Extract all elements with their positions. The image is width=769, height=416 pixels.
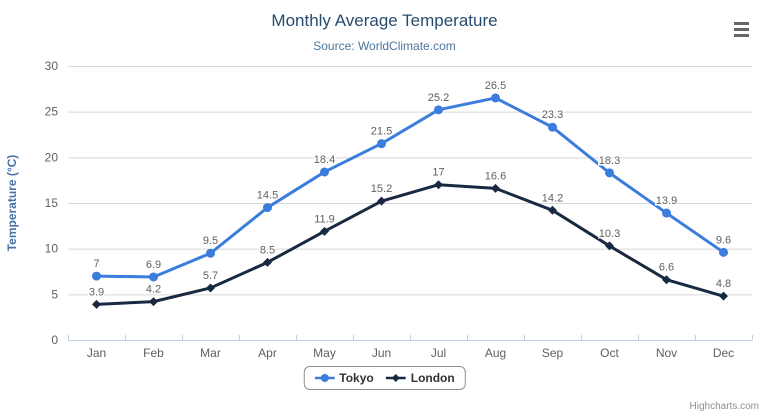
data-label-tokyo: 25.2	[428, 92, 449, 104]
x-axis-tick-label: Nov	[656, 346, 677, 360]
y-axis-tick-label: 25	[45, 105, 59, 119]
data-label-london: 6.6	[659, 262, 674, 274]
x-axis-tick-label: Jul	[431, 346, 446, 360]
data-label-london: 11.9	[314, 213, 335, 225]
data-point-tokyo[interactable]	[719, 247, 728, 257]
data-point-london[interactable]	[206, 283, 215, 293]
data-label-tokyo: 23.3	[542, 109, 563, 121]
diamond-marker-icon	[385, 374, 406, 382]
legend-label: Tokyo	[339, 371, 374, 385]
menu-bar	[734, 28, 749, 31]
x-axis-tick-label: Sep	[542, 346, 564, 360]
data-label-tokyo: 18.3	[599, 155, 620, 167]
data-point-london[interactable]	[263, 257, 272, 267]
data-label-tokyo: 21.5	[371, 126, 392, 138]
data-label-tokyo: 14.5	[257, 190, 278, 202]
chart-title: Monthly Average Temperature	[271, 11, 498, 30]
data-point-london[interactable]	[491, 183, 500, 193]
data-point-tokyo[interactable]	[377, 139, 386, 149]
data-point-tokyo[interactable]	[491, 93, 500, 103]
data-label-tokyo: 9.6	[716, 234, 731, 246]
data-label-london: 15.2	[371, 183, 392, 195]
data-point-london[interactable]	[662, 275, 671, 285]
data-label-london: 17	[432, 167, 444, 179]
x-axis-tick-label: Aug	[485, 346, 506, 360]
data-point-tokyo[interactable]	[149, 272, 158, 282]
y-axis-tick-label: 10	[45, 242, 59, 256]
data-point-london[interactable]	[377, 196, 386, 206]
legend-label: London	[410, 371, 455, 385]
data-point-tokyo[interactable]	[92, 271, 101, 281]
data-label-london: 16.6	[485, 170, 506, 182]
data-label-tokyo: 26.5	[485, 80, 506, 92]
menu-bar	[734, 34, 749, 37]
y-axis-tick-label: 15	[45, 196, 59, 210]
y-axis-tick-label: 5	[51, 287, 58, 301]
data-label-london: 10.3	[599, 228, 620, 240]
x-axis-tick-label: Mar	[200, 346, 221, 360]
data-point-tokyo[interactable]	[206, 248, 215, 258]
legend-item-london[interactable]: London	[385, 371, 455, 385]
x-axis-tick-label: Apr	[258, 346, 277, 360]
menu-bar	[734, 22, 749, 25]
data-point-tokyo[interactable]	[662, 208, 671, 218]
data-point-london[interactable]	[434, 180, 443, 190]
y-axis-tick-label: 0	[51, 333, 58, 347]
data-point-tokyo[interactable]	[434, 105, 443, 115]
data-label-tokyo: 7	[93, 258, 99, 270]
data-point-london[interactable]	[548, 205, 557, 215]
data-point-tokyo[interactable]	[605, 168, 614, 178]
chart-subtitle: Source: WorldClimate.com	[313, 39, 456, 53]
data-point-london[interactable]	[719, 291, 728, 301]
x-axis-tick-label: Dec	[713, 346, 734, 360]
x-axis-tick-label: Oct	[600, 346, 619, 360]
data-point-tokyo[interactable]	[320, 167, 329, 177]
series-line-tokyo	[95, 96, 725, 279]
series-line-london	[95, 183, 725, 306]
y-axis-tick-label: 20	[45, 150, 59, 164]
data-label-london: 8.5	[260, 244, 275, 256]
hamburger-menu-icon[interactable]	[732, 20, 751, 39]
data-label-london: 4.8	[716, 278, 731, 290]
y-axis-title: Temperature (°C)	[5, 155, 19, 252]
data-point-london[interactable]	[605, 241, 614, 251]
data-point-london[interactable]	[320, 226, 329, 236]
x-axis-tick-label: Jun	[372, 346, 391, 360]
legend: Tokyo London	[303, 366, 466, 390]
data-label-tokyo: 18.4	[314, 154, 335, 166]
data-label-london: 4.2	[146, 284, 161, 296]
circle-marker-icon	[314, 374, 335, 382]
x-axis-tick-label: May	[313, 346, 336, 360]
data-label-tokyo: 13.9	[656, 195, 677, 207]
data-label-tokyo: 6.9	[146, 259, 161, 271]
data-label-tokyo: 9.5	[203, 235, 218, 247]
highcharts-credits-link[interactable]: Highcharts.com	[689, 401, 759, 412]
legend-item-tokyo[interactable]: Tokyo	[314, 371, 374, 385]
data-label-london: 14.2	[542, 192, 563, 204]
x-axis-tick-label: Jan	[87, 346, 106, 360]
y-axis-tick-label: 30	[45, 59, 59, 73]
data-label-london: 3.9	[89, 286, 104, 298]
data-point-tokyo[interactable]	[263, 203, 272, 213]
data-point-london[interactable]	[92, 299, 101, 309]
data-label-london: 5.7	[203, 270, 218, 282]
x-axis-tick-label: Feb	[143, 346, 164, 360]
data-point-london[interactable]	[149, 297, 158, 307]
data-point-tokyo[interactable]	[548, 122, 557, 132]
